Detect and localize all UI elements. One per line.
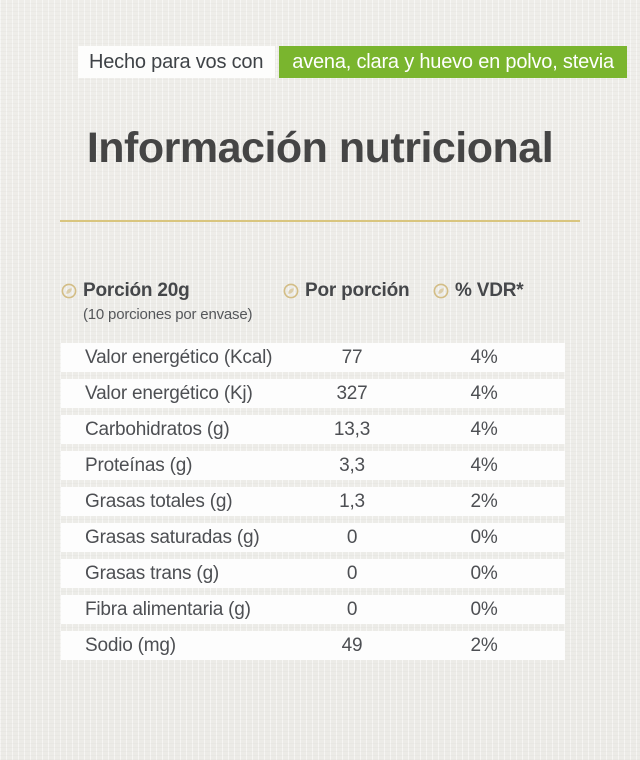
row-label: Fibra alimentaria (g): [85, 598, 251, 620]
table-row: Sodio (mg) 49 2%: [61, 631, 565, 661]
per-portion-header-label: Por porción: [305, 280, 410, 302]
nutrition-table-body: Valor energético (Kcal) 77 4% Valor ener…: [61, 343, 565, 661]
leaf-badge-icon: [61, 283, 77, 299]
table-row: Valor energético (Kcal) 77 4%: [61, 343, 565, 373]
banner-prefix-text: Hecho para vos con: [78, 46, 276, 78]
row-label: Grasas saturadas (g): [85, 526, 260, 548]
portion-header: Porción 20g (10 porciones por envase): [61, 280, 283, 323]
row-vdr: 0%: [470, 598, 498, 620]
leaf-badge-icon: [283, 283, 299, 299]
row-label: Grasas trans (g): [85, 562, 220, 584]
row-value: 77: [341, 346, 363, 368]
row-vdr: 2%: [470, 490, 498, 512]
table-row: Fibra alimentaria (g) 0 0%: [61, 595, 565, 625]
nutrition-table: Porción 20g (10 porciones por envase) Po…: [61, 280, 565, 661]
per-portion-header: Por porción: [283, 280, 433, 302]
table-row: Proteínas (g) 3,3 4%: [61, 451, 565, 481]
vdr-header: % VDR*: [433, 280, 565, 302]
table-row: Grasas totales (g) 1,3 2%: [61, 487, 565, 517]
banner-ingredients-highlight: avena, clara y huevo en polvo, stevia: [279, 46, 627, 78]
row-vdr: 4%: [470, 418, 498, 440]
leaf-badge-icon: [433, 283, 449, 299]
row-value: 0: [346, 526, 358, 548]
table-row: Grasas trans (g) 0 0%: [61, 559, 565, 589]
portion-subtitle: (10 porciones por envase): [83, 306, 253, 324]
row-label: Sodio (mg): [85, 634, 176, 656]
row-label: Grasas totales (g): [85, 490, 233, 512]
row-label: Proteínas (g): [85, 454, 193, 476]
table-row: Valor energético (Kj) 327 4%: [61, 379, 565, 409]
row-vdr: 2%: [470, 634, 498, 656]
row-value: 49: [341, 634, 363, 656]
row-value: 13,3: [333, 418, 371, 440]
table-row: Grasas saturadas (g) 0 0%: [61, 523, 565, 553]
row-label: Valor energético (Kcal): [85, 346, 273, 368]
row-value: 0: [346, 598, 358, 620]
row-label: Carbohidratos (g): [85, 418, 230, 440]
table-row: Carbohidratos (g) 13,3 4%: [61, 415, 565, 445]
gold-divider-line: [60, 220, 580, 223]
row-vdr: 4%: [470, 382, 498, 404]
row-vdr: 0%: [470, 562, 498, 584]
page-title: Información nutricional: [86, 124, 554, 172]
row-value: 3,3: [339, 454, 365, 476]
row-vdr: 0%: [470, 526, 498, 548]
row-label: Valor energético (Kj): [85, 382, 253, 404]
row-value: 0: [346, 562, 358, 584]
row-vdr: 4%: [470, 454, 498, 476]
row-value: 1,3: [339, 490, 365, 512]
row-value: 327: [336, 382, 368, 404]
row-vdr: 4%: [470, 346, 498, 368]
made-with-banner: Hecho para vos con avena, clara y huevo …: [78, 46, 640, 78]
vdr-header-label: % VDR*: [455, 280, 524, 302]
portion-header-label: Porción 20g: [83, 280, 190, 302]
table-header: Porción 20g (10 porciones por envase) Po…: [61, 280, 565, 323]
